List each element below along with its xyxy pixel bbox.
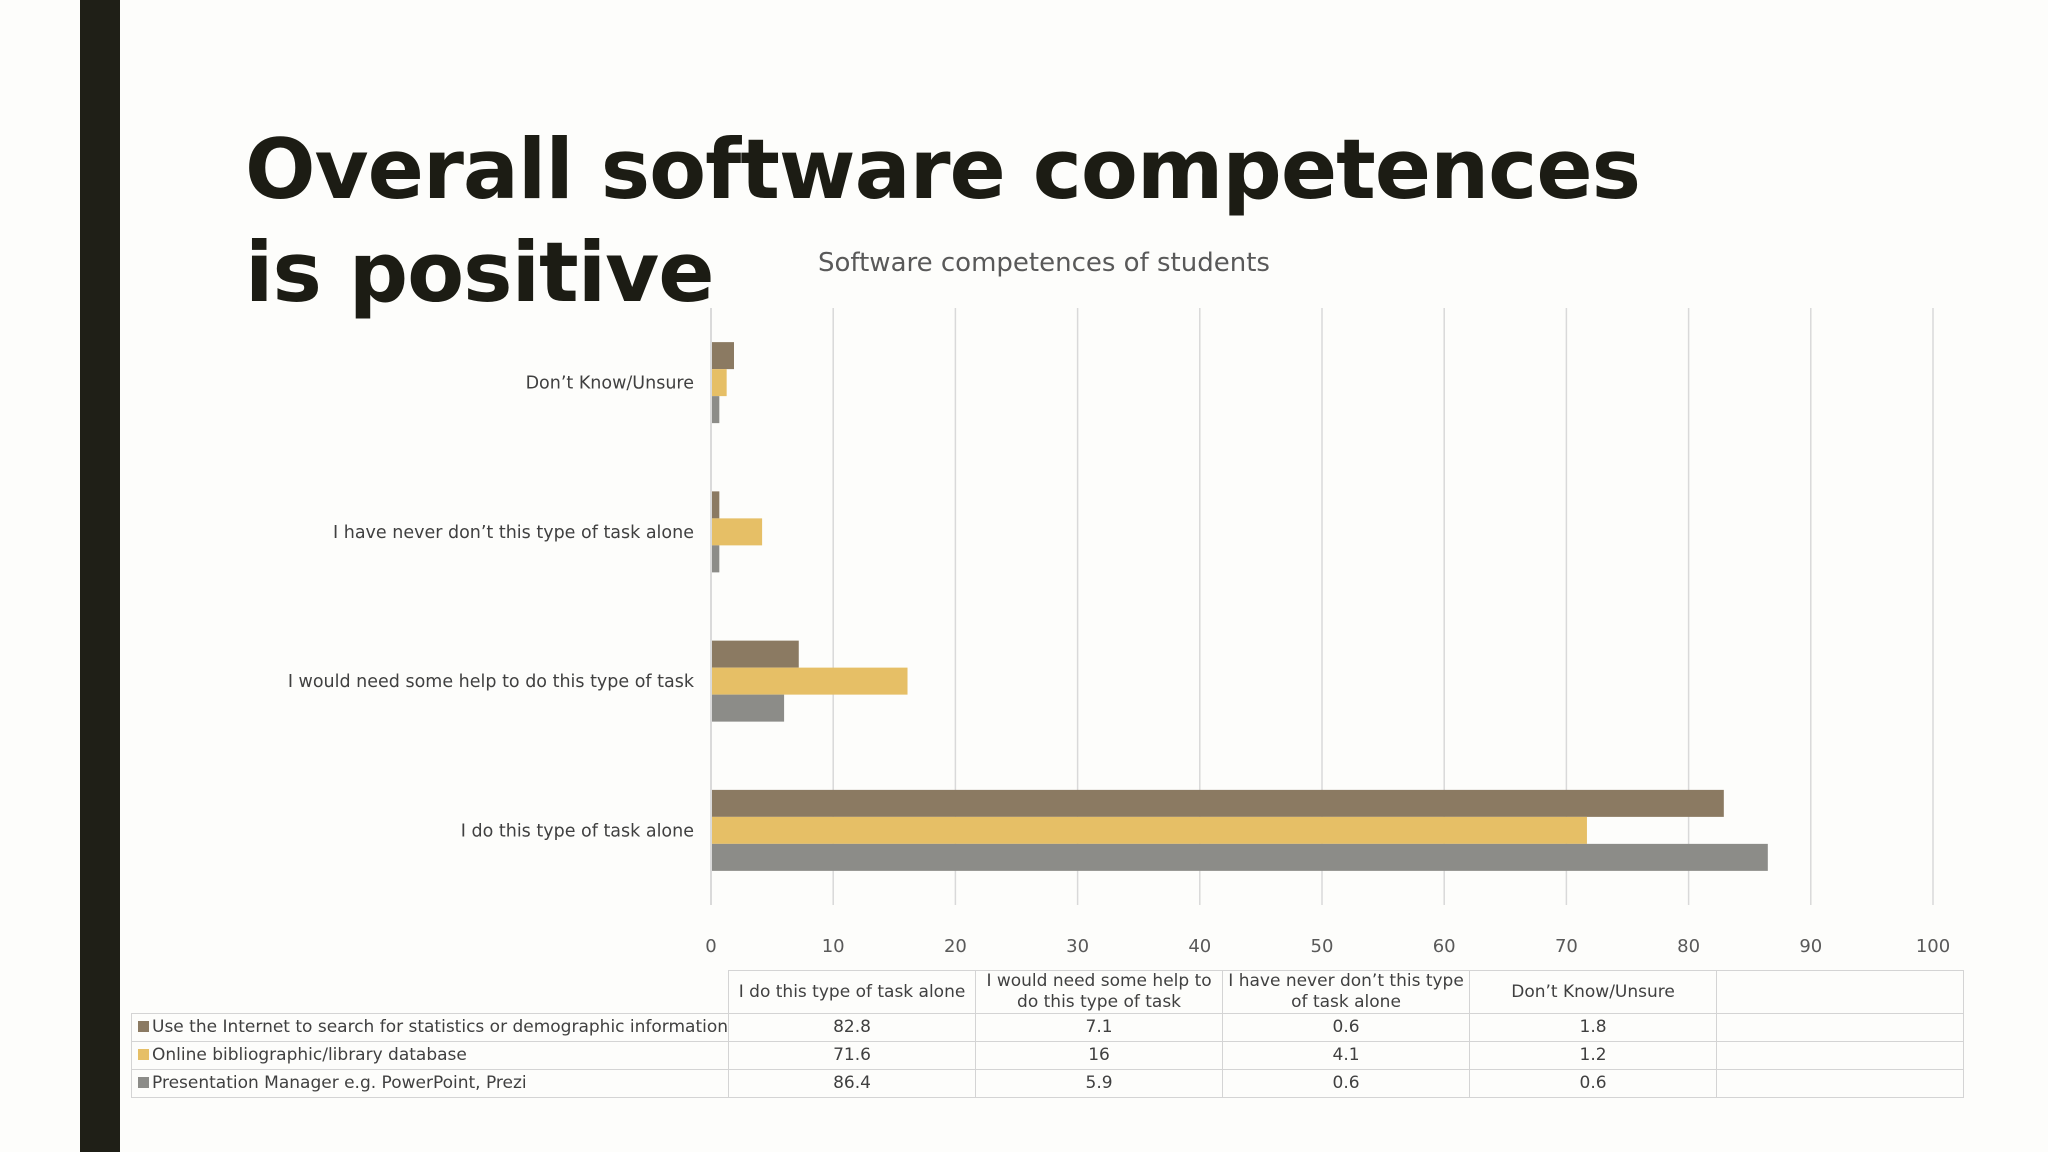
accent-sidebar (80, 0, 120, 1152)
x-tick-label: 10 (822, 936, 845, 957)
legend-entry: Use the Internet to search for statistic… (130, 1013, 730, 1042)
table-header-cell: I would need some help to do this type o… (975, 970, 1224, 1014)
table-header-cell: I do this type of task alone (728, 970, 977, 1014)
table-cell (1716, 1013, 1965, 1042)
bar (712, 518, 763, 546)
table-cell (1716, 1069, 1965, 1098)
table-header-row: I do this type of task alone I would nee… (132, 970, 1965, 1014)
legend-label: Presentation Manager e.g. PowerPoint, Pr… (152, 1073, 527, 1093)
bar (712, 640, 799, 668)
category-label: I have never don’t this type of task alo… (333, 523, 694, 543)
x-tick-label: 0 (705, 936, 716, 957)
x-tick-label: 80 (1677, 936, 1700, 957)
category-label: I would need some help to do this type o… (288, 672, 695, 692)
legend-swatch-icon (138, 1077, 149, 1088)
table-cell: 7.1 (975, 1013, 1224, 1042)
table-header-cell (1716, 970, 1965, 1014)
table-row: Presentation Manager e.g. PowerPoint, Pr… (130, 1069, 1965, 1098)
table-row: Online bibliographic/library database 71… (130, 1041, 1965, 1070)
slide-title: Overall software competences is positive (245, 121, 1641, 321)
x-tick-label: 60 (1433, 936, 1456, 957)
table-cell: 0.6 (1222, 1069, 1471, 1098)
x-tick-label: 100 (1916, 936, 1950, 957)
table-cell (1716, 1041, 1965, 1070)
table-cell: 4.1 (1222, 1041, 1471, 1070)
x-tick-label: 40 (1188, 936, 1211, 957)
x-tick-label: 50 (1311, 936, 1334, 957)
legend-swatch-icon (138, 1021, 149, 1032)
legend-entry: Online bibliographic/library database (130, 1041, 730, 1070)
x-tick-label: 70 (1555, 936, 1578, 957)
bar (712, 789, 1724, 817)
data-table: I do this type of task alone I would nee… (130, 970, 1965, 1098)
bar (712, 369, 727, 397)
table-cell: 1.8 (1469, 1013, 1718, 1042)
legend-entry: Presentation Manager e.g. PowerPoint, Pr… (130, 1069, 730, 1098)
table-cell: 16 (975, 1041, 1224, 1070)
category-label: I do this type of task alone (461, 821, 694, 841)
chart-title: Software competences of students (818, 248, 1270, 278)
bar (712, 694, 785, 722)
x-tick-label: 30 (1066, 936, 1089, 957)
bar (712, 491, 720, 519)
table-cell: 0.6 (1222, 1013, 1471, 1042)
legend-label: Online bibliographic/library database (152, 1045, 467, 1065)
table-header-cell: I have never don’t this type of task alo… (1222, 970, 1471, 1014)
bar (712, 667, 908, 695)
table-cell: 5.9 (975, 1069, 1224, 1098)
x-tick-label: 90 (1799, 936, 1822, 957)
table-cell: 82.8 (728, 1013, 977, 1042)
table-cell: 0.6 (1469, 1069, 1718, 1098)
bar (712, 843, 1768, 871)
table-cell: 71.6 (728, 1041, 977, 1070)
x-tick-label: 20 (944, 936, 967, 957)
bar (712, 816, 1587, 844)
table-row: Use the Internet to search for statistic… (130, 1013, 1965, 1042)
legend-swatch-icon (138, 1049, 149, 1060)
table-cell: 1.2 (1469, 1041, 1718, 1070)
legend-label: Use the Internet to search for statistic… (152, 1017, 729, 1037)
category-label: Don’t Know/Unsure (526, 374, 694, 394)
bar (712, 342, 734, 370)
bar (712, 545, 720, 573)
table-cell: 86.4 (728, 1069, 977, 1098)
bar (712, 396, 720, 424)
table-header-cell: Don’t Know/Unsure (1469, 970, 1718, 1014)
table-corner (132, 971, 729, 1014)
